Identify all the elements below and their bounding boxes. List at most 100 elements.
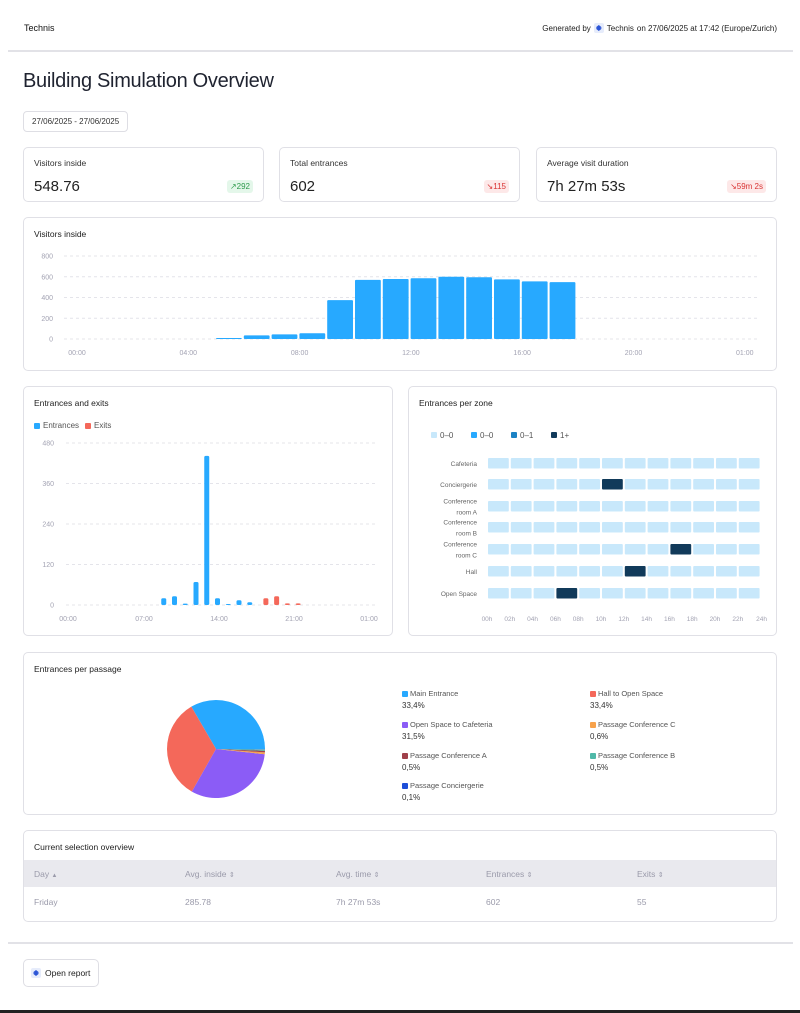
column-header-day[interactable]: Day ▲ [34, 869, 57, 879]
heatmap-cell [670, 458, 692, 469]
y-tick-label: 600 [41, 274, 53, 281]
generated-prefix: Generated by [542, 23, 591, 33]
heatmap-cell [738, 566, 760, 577]
heatmap-cell [510, 544, 532, 555]
heatmap-cell [716, 479, 737, 490]
trend-down-icon: ↘ [486, 182, 494, 191]
zone-label: room A [456, 509, 477, 516]
pie-legend-item[interactable]: Hall to Open Space 33,4% [590, 689, 663, 710]
heatmap-cell [716, 588, 737, 599]
entrances-per-zone-heatmap: 0–0 0–0 0–1 1+ Cafeteria Conciergerie Conferen… [431, 431, 767, 623]
entrances-exits-card: Entrances and exits Entrances Exits 0 120… [23, 386, 393, 636]
entrances-per-zone-card: Entrances per zone 0–0 0–0 0–1 1+ Cafeteria C… [408, 386, 777, 636]
x-tick-label: 16:00 [513, 350, 531, 357]
column-header-avg-time[interactable]: Avg. time ⇕ [336, 869, 380, 879]
legend-swatch [34, 422, 40, 429]
heatmap-cell [533, 501, 555, 512]
date-range-picker[interactable]: 27/06/2025 - 27/06/2025 [23, 111, 129, 132]
pie-slice [216, 749, 265, 751]
legend-item-entrances[interactable]: Entrances [34, 421, 79, 430]
y-tick-label: 240 [42, 522, 54, 529]
y-tick-label: 480 [42, 441, 54, 448]
entrances-bar [247, 602, 253, 605]
heatmap-cell [624, 479, 646, 490]
bar [438, 276, 465, 339]
entrances-per-passage-pie [167, 700, 265, 798]
legend-label: Main Entrance [410, 689, 459, 698]
legend-label: Passage Conference C [598, 720, 676, 729]
heatmap-cell [510, 566, 532, 577]
exits-bar [274, 596, 280, 605]
heatmap-cell [647, 566, 669, 577]
heatmap-cell [693, 522, 714, 533]
x-tick-label: 00h [482, 616, 493, 623]
heatmap-cell [624, 522, 646, 533]
kpi-card-average-visit-duration: Average visit duration 7h 27m 53s ↘59m 2… [536, 147, 777, 202]
x-tick-label: 01:00 [736, 350, 754, 357]
x-tick-label: 08h [573, 616, 584, 623]
heat-legend-label: 0–0 [440, 431, 454, 440]
heatmap-cell [693, 588, 714, 599]
heatmap-cell [556, 566, 578, 577]
card-title: Entrances and exits [34, 398, 109, 408]
heatmap-cell [579, 522, 600, 533]
heatmap-cell [488, 588, 509, 599]
legend-item-exits[interactable]: Exits [85, 421, 111, 430]
x-tick-label: 00:00 [59, 616, 77, 623]
heatmap-cell [670, 501, 692, 512]
heatmap-cell [738, 458, 760, 469]
open-report-button[interactable]: Open report [23, 959, 100, 987]
pie-legend-item[interactable]: Passage Conference C 0,6% [590, 720, 676, 741]
y-tick-label: 0 [49, 337, 53, 344]
heatmap-cell [602, 479, 623, 490]
column-header-entrances[interactable]: Entrances ⇕ [486, 869, 533, 879]
legend-swatch [590, 691, 596, 698]
x-tick-label: 04:00 [180, 350, 198, 357]
pie-legend-item[interactable]: Passage Conciergerie 0,1% [402, 781, 484, 802]
x-tick-label: 01:00 [360, 616, 378, 623]
kpi-label: Total entrances [290, 158, 348, 168]
heatmap-cell [602, 458, 623, 469]
column-header-avg-inside[interactable]: Avg. inside ⇕ [185, 869, 235, 879]
pie-legend-item[interactable]: Open Space to Cafeteria 31,5% [402, 720, 493, 741]
legend-label: Open Space to Cafeteria [410, 720, 493, 729]
heatmap-cell [647, 501, 669, 512]
heatmap-cell [602, 501, 623, 512]
x-tick-label: 24h [756, 616, 767, 623]
bar [216, 337, 242, 339]
heatmap-cell [556, 544, 578, 555]
bar [271, 334, 298, 339]
bar [355, 279, 381, 339]
y-tick-label: 0 [50, 603, 54, 610]
heatmap-cell [716, 544, 737, 555]
heatmap-cell [579, 479, 600, 490]
heatmap-cell [670, 479, 692, 490]
entrances-bar [182, 603, 188, 605]
x-tick-label: 06h [550, 616, 561, 623]
heatmap-cell [556, 479, 578, 490]
y-tick-label: 400 [41, 295, 53, 302]
heatmap-cell [488, 566, 509, 577]
heatmap-cell [488, 479, 509, 490]
pie-slice [216, 749, 265, 753]
kpi-delta-value: 115 [493, 182, 506, 191]
kpi-delta-badge: ↗292 [226, 180, 253, 193]
sort-asc-icon: ▲ [51, 873, 58, 879]
bar [521, 281, 548, 339]
x-tick-label: 08:00 [291, 350, 309, 357]
heatmap-cell [602, 544, 623, 555]
technis-logo-icon [31, 968, 41, 978]
pie-legend-item[interactable]: Passage Conference A 0,5% [402, 751, 487, 772]
column-header-exits[interactable]: Exits ⇕ [637, 869, 664, 879]
x-tick-label: 07:00 [135, 616, 153, 623]
exits-bar [284, 603, 290, 605]
pie-legend-item[interactable]: Main Entrance 33,4% [402, 689, 458, 710]
pie-legend-item[interactable]: Passage Conference B 0,5% [590, 751, 675, 772]
sort-icon: ⇕ [373, 872, 380, 879]
legend-percent: 0,5% [402, 763, 421, 772]
x-tick-label: 14h [641, 616, 652, 623]
legend-percent: 0,5% [590, 763, 609, 772]
kpi-delta-badge: ↘115 [483, 180, 509, 193]
heatmap-cell [602, 566, 623, 577]
table-header-row: Day ▲ Avg. inside ⇕ Avg. time ⇕ Entrance… [24, 860, 776, 887]
